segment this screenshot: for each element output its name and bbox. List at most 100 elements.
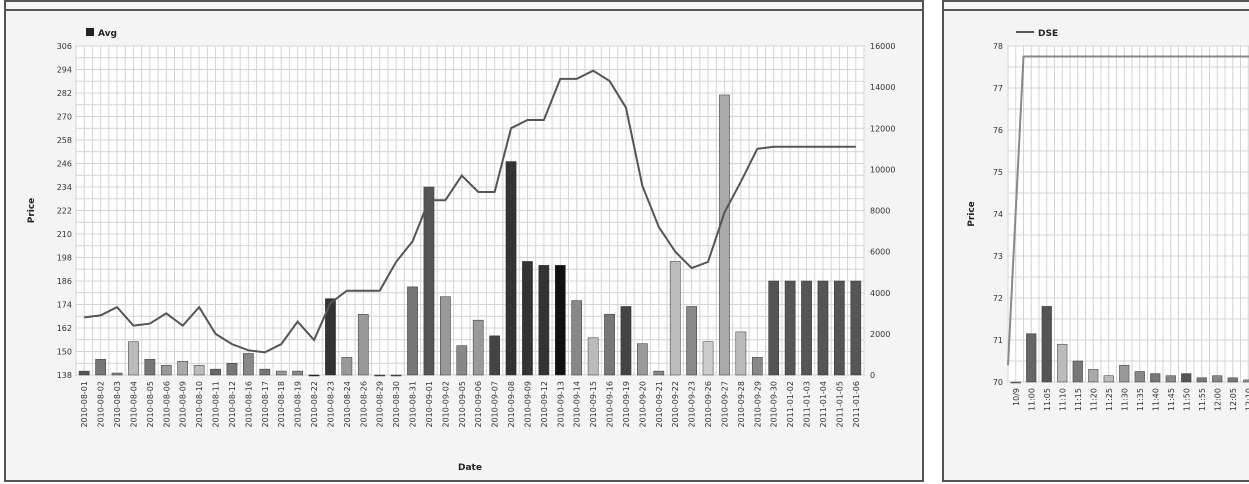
bar	[407, 286, 418, 376]
bar	[1057, 343, 1068, 383]
x-tick-label: 2011-01-04	[819, 381, 828, 428]
y2-tick-label: 2000	[870, 330, 890, 339]
bar	[538, 265, 550, 376]
bar	[390, 374, 402, 377]
bar	[489, 335, 500, 376]
x-tick-label: 2010-08-05	[146, 381, 155, 428]
bar	[751, 357, 763, 376]
x-tick-label: 2010-08-29	[376, 381, 385, 428]
x-tick-label: 2011-01-06	[852, 381, 861, 428]
x-tick-label: 2010-08-10	[195, 381, 204, 428]
x-tick-label: 2010-09-15	[589, 381, 598, 428]
y-tick-label: 222	[57, 207, 72, 216]
legend-label: DSE	[1038, 29, 1058, 39]
bar	[571, 300, 583, 376]
x-tick-label: 2010-08-11	[212, 381, 221, 428]
bar	[177, 361, 189, 376]
x-tick-label: 2010-09-23	[688, 381, 697, 428]
bar	[604, 314, 615, 376]
bar	[341, 357, 353, 376]
x-tick-label: 11:40	[1151, 388, 1160, 411]
x-tick-label: 2010-09-26	[704, 381, 713, 428]
y-tick-label: 294	[57, 66, 72, 75]
y2-tick-label: 8000	[870, 207, 890, 216]
x-tick-label: 11:10	[1058, 388, 1067, 411]
y-tick-label: 270	[57, 113, 72, 122]
y-tick-label: 73	[993, 252, 1003, 261]
y-tick-label: 71	[993, 336, 1003, 345]
x-tick-label: 2010-09-01	[425, 381, 434, 428]
y-tick-label: 75	[993, 168, 1003, 177]
bar	[160, 364, 172, 376]
y2-tick-label: 0	[870, 371, 875, 380]
x-tick-label: 11:25	[1105, 388, 1114, 411]
y2-tick-label: 12000	[870, 124, 895, 133]
bar	[1119, 364, 1130, 383]
bar	[259, 368, 271, 376]
bar	[834, 280, 845, 376]
y-tick-label: 162	[57, 324, 72, 333]
x-tick-label: 2010-08-19	[294, 381, 303, 428]
x-tick-label: 2010-09-02	[441, 381, 450, 428]
y2-tick-label: 16000	[870, 42, 895, 51]
x-tick-label: 2010-08-03	[113, 381, 122, 428]
y-tick-label: 70	[993, 378, 1003, 387]
legend-swatch	[86, 28, 94, 36]
x-axis-title: Date	[458, 463, 482, 473]
right-chart: 78 77 76 75 74 73 72 71 70 10/9 11:00 11:05 11:10 11:…	[944, 9, 1249, 411]
x-tick-label: 2010-08-01	[80, 381, 89, 428]
bar	[620, 306, 632, 376]
bar	[702, 341, 714, 376]
right-chart-panel: 78 77 76 75 74 73 72 71 70 10/9 11:00 11:05 11:10 11:…	[942, 0, 1249, 482]
bar	[1072, 360, 1083, 383]
x-tick-label: 2010-08-23	[326, 381, 335, 428]
x-tick-label: 2010-08-06	[162, 381, 171, 428]
y-tick-label: 186	[57, 277, 72, 286]
bar	[768, 280, 780, 376]
x-tick-label: 12:05	[1229, 388, 1238, 411]
x-tick-label: 2010-08-12	[228, 381, 237, 428]
bar	[128, 341, 139, 376]
bar	[226, 363, 238, 376]
y-tick-label: 282	[57, 89, 72, 98]
legend-label: Avg	[98, 29, 117, 39]
bar	[1227, 377, 1238, 383]
x-tick-label: 11:20	[1089, 388, 1098, 411]
bar	[587, 337, 599, 376]
x-tick-label: 2011-01-05	[835, 381, 844, 428]
x-tick-label: 2010-09-22	[671, 381, 680, 428]
bar	[505, 161, 517, 376]
bar	[292, 370, 303, 376]
x-tick-label: 2010-08-18	[277, 381, 286, 428]
bar	[850, 280, 862, 376]
dse-series-line	[1007, 55, 1249, 366]
y-axis-title: Price	[27, 198, 37, 224]
x-tick-label: 2010-09-05	[458, 381, 467, 428]
x-tick-label: 11:05	[1043, 388, 1052, 411]
x-tick-label: 2010-09-09	[523, 381, 532, 428]
bar	[1088, 369, 1099, 383]
bar	[817, 280, 829, 376]
x-tick-label: 2010-09-06	[474, 381, 483, 428]
y-tick-label: 258	[57, 136, 72, 145]
y2-tick-label: 4000	[870, 289, 890, 298]
x-tick-label: 2010-08-04	[129, 381, 138, 428]
x-tick-label: 2010-09-28	[737, 381, 746, 428]
bar	[1181, 373, 1192, 383]
x-tick-label: 2010-08-24	[343, 381, 352, 428]
y-tick-label: 77	[993, 84, 1003, 93]
x-tick-label: 2010-09-16	[606, 381, 615, 428]
x-tick-label: 12:00	[1213, 388, 1222, 411]
x-tick-label: 2010-09-08	[507, 381, 516, 428]
bar	[1150, 373, 1161, 383]
x-tick-label: 11:50	[1182, 388, 1191, 411]
bar	[801, 280, 812, 376]
x-tick-label: 11:55	[1198, 388, 1207, 411]
bar	[1212, 375, 1223, 383]
bar	[423, 186, 435, 376]
x-tick-label: 2010-08-02	[97, 381, 106, 428]
bar	[1196, 377, 1207, 383]
bar	[144, 359, 156, 376]
y-tick-label: 210	[57, 230, 72, 239]
bar	[111, 372, 123, 376]
